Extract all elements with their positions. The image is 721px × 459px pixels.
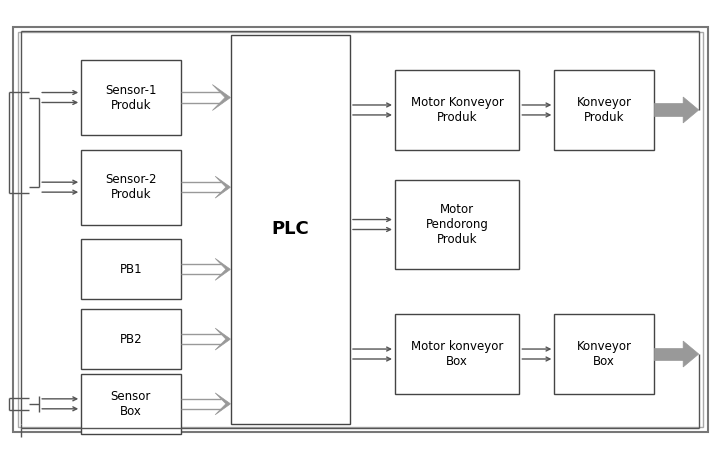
- Bar: [395, 179, 519, 269]
- Polygon shape: [215, 258, 231, 280]
- Text: PB1: PB1: [120, 263, 142, 276]
- Text: Sensor-1
Produk: Sensor-1 Produk: [105, 84, 156, 112]
- Bar: [654, 103, 686, 117]
- Bar: [554, 70, 654, 150]
- Bar: [81, 309, 181, 369]
- Bar: [81, 150, 181, 224]
- Bar: [81, 60, 181, 135]
- Text: PB2: PB2: [120, 333, 142, 346]
- Text: Motor konveyor
Box: Motor konveyor Box: [411, 340, 503, 368]
- Bar: [81, 374, 181, 434]
- Text: PLC: PLC: [271, 220, 309, 239]
- Polygon shape: [213, 84, 231, 111]
- Bar: [554, 314, 654, 394]
- Text: Konveyor
Box: Konveyor Box: [577, 340, 632, 368]
- Polygon shape: [684, 341, 699, 367]
- Polygon shape: [215, 328, 231, 350]
- Bar: [395, 70, 519, 150]
- Polygon shape: [215, 176, 231, 198]
- Text: Motor
Pendorong
Produk: Motor Pendorong Produk: [425, 203, 489, 246]
- Text: Sensor-2
Produk: Sensor-2 Produk: [105, 173, 156, 201]
- Text: Motor Konveyor
Produk: Motor Konveyor Produk: [411, 96, 503, 124]
- Polygon shape: [215, 393, 231, 415]
- Bar: [654, 347, 686, 360]
- Text: Konveyor
Produk: Konveyor Produk: [577, 96, 632, 124]
- Bar: [81, 240, 181, 299]
- Text: Sensor
Box: Sensor Box: [111, 390, 151, 418]
- Polygon shape: [684, 97, 699, 123]
- Bar: [395, 314, 519, 394]
- Bar: [231, 35, 350, 424]
